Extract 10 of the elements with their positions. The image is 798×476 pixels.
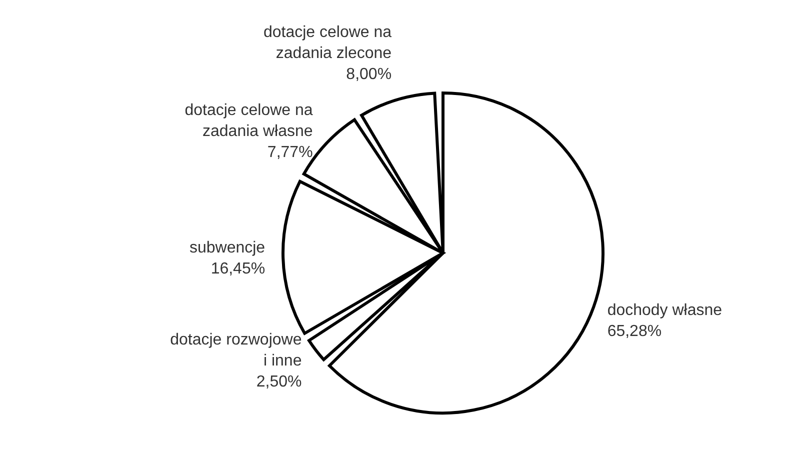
slice-label: dotacje celowe na zadania własne: [184, 102, 313, 140]
data-label: 65,28%: [607, 323, 662, 340]
slice-label: subwencje: [189, 239, 266, 256]
slice-label: dochody własne: [607, 302, 722, 320]
slice-label: dotacje rozwojowe i inne: [170, 332, 302, 370]
data-label: 7,77%: [267, 144, 313, 161]
data-label: 16,45%: [210, 260, 266, 278]
slice-label: dotacje celowe na zadania zlecone: [263, 24, 392, 62]
data-label: 2,50%: [256, 374, 302, 391]
data-label: 8,00%: [346, 66, 392, 83]
